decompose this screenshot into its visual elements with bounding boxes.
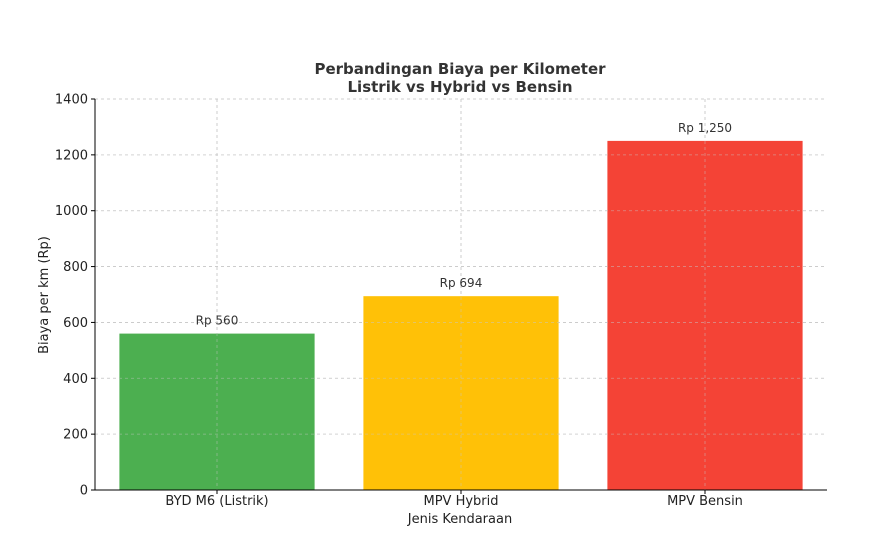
y-tick-label: 600 bbox=[63, 316, 88, 331]
labels-layer: Rp 560 Rp 694 Rp 1,250 0 200 400 600 800 1000 120… bbox=[55, 93, 743, 510]
x-tick-label: BYD M6 (Listrik) bbox=[165, 494, 268, 509]
y-axis-label: Biaya per km (Rp) bbox=[37, 236, 52, 354]
chart-title-line-1: Perbandingan Biaya per Kilometer bbox=[314, 60, 606, 78]
y-tick-label: 1400 bbox=[55, 93, 88, 108]
y-tick-label: 0 bbox=[80, 484, 88, 499]
y-tick-label: 400 bbox=[63, 372, 88, 387]
bars-layer bbox=[95, 98, 827, 490]
y-tick-label: 800 bbox=[63, 260, 88, 275]
y-tick-label: 1000 bbox=[55, 204, 88, 219]
bar-data-label: Rp 1,250 bbox=[678, 121, 732, 135]
y-tick-label: 200 bbox=[63, 428, 88, 443]
bar-data-label: Rp 694 bbox=[440, 276, 483, 290]
chart-title-line-2: Listrik vs Hybrid vs Bensin bbox=[348, 78, 573, 96]
x-axis-label: Jenis Kendaraan bbox=[407, 512, 512, 527]
y-tick-label: 1200 bbox=[55, 148, 88, 163]
x-tick-label: MPV Bensin bbox=[667, 494, 743, 509]
axes-layer bbox=[91, 98, 827, 494]
bar-data-label: Rp 560 bbox=[196, 314, 239, 328]
x-tick-label: MPV Hybrid bbox=[423, 494, 498, 509]
